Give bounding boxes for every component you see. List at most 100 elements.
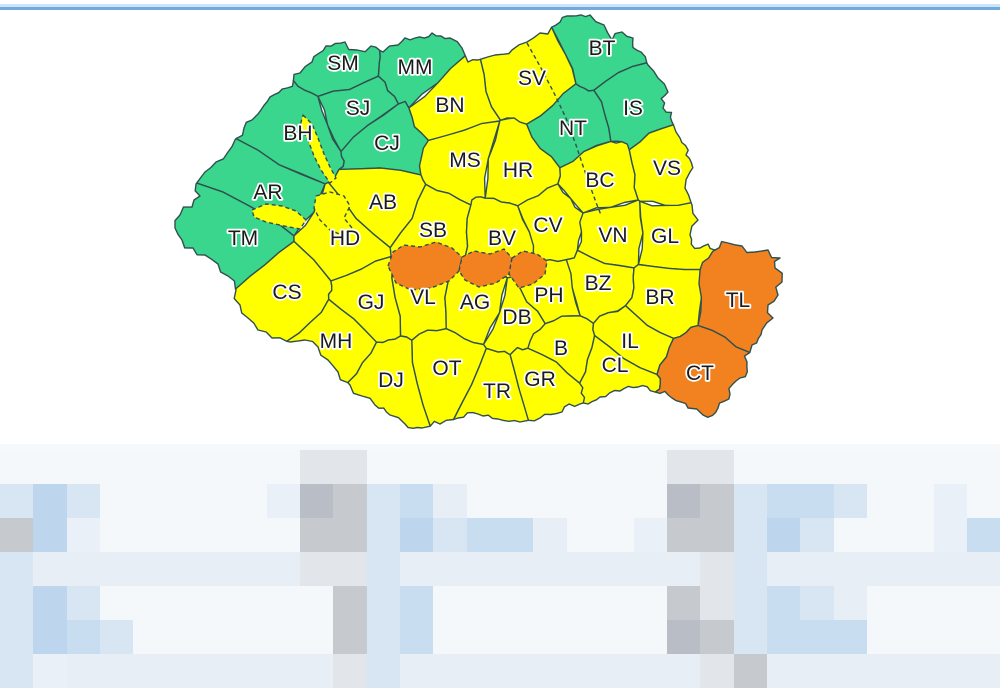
mosaic-cell	[433, 552, 468, 586]
mosaic-cell	[800, 552, 835, 586]
mosaic-cell	[633, 518, 668, 552]
county-label-B: B	[554, 337, 568, 360]
mosaic-cell	[400, 450, 435, 484]
mosaic-cell	[200, 450, 234, 484]
mosaic-cell	[766, 586, 801, 620]
county-label-DJ: DJ	[378, 369, 404, 392]
mosaic-cell	[466, 484, 501, 518]
county-label-VN: VN	[598, 224, 627, 247]
county-label-BH: BH	[283, 122, 312, 145]
mosaic-cell	[833, 586, 868, 620]
mosaic-cell	[833, 654, 868, 688]
warning-zone-ar-yellow-patch-west	[251, 203, 307, 230]
mosaic-cell	[600, 654, 635, 688]
mosaic-cell	[733, 586, 768, 620]
mosaic-cell	[566, 450, 601, 484]
mosaic-cell	[366, 450, 401, 484]
mosaic-cell	[200, 484, 234, 518]
county-CL[interactable]	[578, 334, 661, 405]
mosaic-cell	[566, 484, 601, 518]
mosaic-cell	[0, 518, 34, 552]
mosaic-cell	[966, 450, 1000, 484]
mosaic-cell	[833, 620, 868, 654]
mosaic-cell	[866, 552, 901, 586]
county-label-IS: IS	[623, 97, 643, 120]
mosaic-cell	[166, 518, 201, 552]
county-DJ[interactable]	[347, 335, 431, 429]
mosaic-cell	[133, 450, 168, 484]
warning-zone-sv-nt-warning-split-line	[526, 42, 602, 216]
top-border-line-dark	[0, 6, 1000, 10]
mosaic-cell	[700, 654, 735, 688]
county-label-VS: VS	[653, 157, 681, 180]
mosaic-cell	[533, 586, 568, 620]
mosaic-cell	[33, 654, 68, 688]
mosaic-cell	[100, 552, 134, 586]
mosaic-cell	[833, 552, 868, 586]
mosaic-cell	[333, 484, 368, 518]
mosaic-cell	[66, 620, 101, 654]
mosaic-cell	[766, 620, 801, 654]
mosaic-cell	[100, 620, 134, 654]
mosaic-cell	[700, 518, 735, 552]
mosaic-cell	[466, 586, 501, 620]
mosaic-cell	[566, 620, 601, 654]
mosaic-cell	[233, 518, 268, 552]
mosaic-cell	[633, 620, 668, 654]
mosaic-cell	[400, 552, 435, 586]
county-label-GR: GR	[524, 368, 556, 391]
county-label-OT: OT	[432, 357, 461, 380]
mosaic-cell	[533, 518, 568, 552]
county-label-MH: MH	[320, 330, 353, 353]
mosaic-cell	[600, 586, 635, 620]
mosaic-cell	[566, 654, 601, 688]
mosaic-cell	[900, 620, 935, 654]
county-label-CJ: CJ	[374, 132, 400, 155]
county-BC[interactable]	[557, 140, 639, 214]
mosaic-cell	[566, 518, 601, 552]
mosaic-cell	[266, 654, 301, 688]
mosaic-cell	[333, 620, 368, 654]
mosaic-cell	[233, 586, 268, 620]
mosaic-cell	[766, 518, 801, 552]
mosaic-cell	[600, 484, 635, 518]
mosaic-cell	[800, 450, 835, 484]
county-TL[interactable]	[697, 240, 783, 354]
mosaic-cell	[666, 620, 701, 654]
mosaic-cell	[733, 450, 768, 484]
mosaic-cell	[133, 586, 168, 620]
county-label-TL: TL	[726, 289, 751, 312]
county-label-HD: HD	[330, 227, 360, 250]
mosaic-cell	[633, 450, 668, 484]
mosaic-cell	[100, 518, 134, 552]
mosaic-cell	[333, 654, 368, 688]
mosaic-cell	[600, 518, 635, 552]
county-label-MM: MM	[398, 56, 433, 79]
mosaic-cell	[66, 484, 101, 518]
mosaic-cell	[933, 552, 968, 586]
mosaic-cell	[800, 518, 835, 552]
mosaic-cell	[900, 586, 935, 620]
mosaic-cell	[700, 484, 735, 518]
mosaic-cell	[766, 552, 801, 586]
mosaic-cell	[66, 518, 101, 552]
mosaic-cell	[100, 654, 134, 688]
county-CT[interactable]	[654, 324, 751, 418]
mosaic-cell	[900, 484, 935, 518]
mosaic-cell	[200, 552, 234, 586]
county-TR[interactable]	[452, 347, 530, 423]
mosaic-cell	[66, 654, 101, 688]
county-label-GL: GL	[651, 225, 679, 248]
mosaic-cell	[966, 654, 1000, 688]
mosaic-cell	[966, 586, 1000, 620]
mosaic-cell	[33, 586, 68, 620]
mosaic-cell	[666, 654, 701, 688]
mosaic-cell	[0, 450, 34, 484]
mosaic-cell	[566, 552, 601, 586]
mosaic-cell	[633, 586, 668, 620]
mosaic-cell	[166, 586, 201, 620]
mosaic-cell	[300, 484, 335, 518]
county-label-SM: SM	[327, 52, 359, 75]
county-label-BN: BN	[435, 94, 464, 117]
